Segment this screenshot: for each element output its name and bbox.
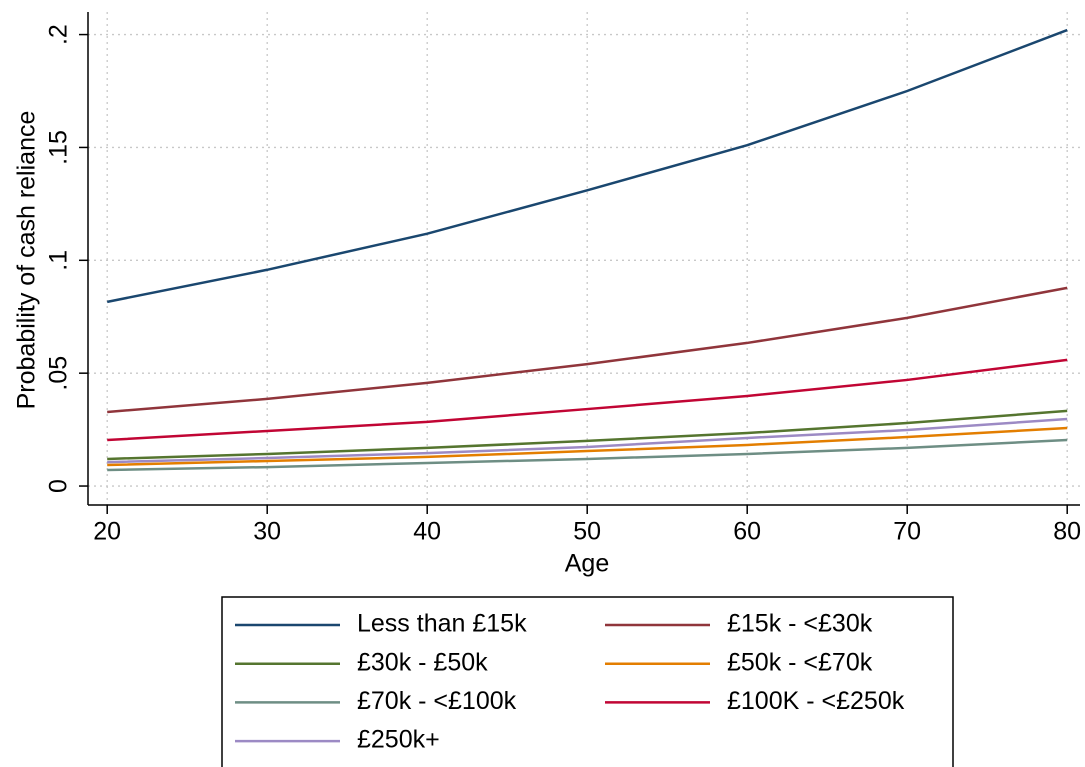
- x-tick-label: 50: [573, 518, 601, 546]
- y-tick-label: .1: [45, 250, 73, 271]
- x-tick-label: 70: [893, 518, 921, 546]
- series-line: [107, 358, 1068, 442]
- legend-box: [221, 596, 954, 767]
- series-line: [107, 409, 1068, 461]
- series-line: [107, 438, 1068, 472]
- legend-label: £15k - <£30k: [727, 610, 873, 638]
- series-line: [106, 28, 1068, 304]
- series-line: [107, 417, 1068, 464]
- legend-label: £70k - <£100k: [357, 687, 517, 715]
- y-tick-label: 0: [45, 479, 73, 493]
- x-tick-label: 40: [413, 518, 441, 546]
- series-line: [107, 426, 1068, 467]
- y-tick-label: .15: [45, 130, 73, 165]
- x-tick-label: 30: [253, 518, 281, 546]
- legend-label: Less than £15k: [357, 610, 527, 638]
- legend-label: £50k - <£70k: [727, 648, 873, 676]
- legend-label: £250k+: [357, 726, 440, 754]
- y-tick-label: .05: [45, 356, 73, 391]
- series-line: [107, 286, 1068, 414]
- legend-label: £30k - £50k: [357, 648, 488, 676]
- x-axis-label: Age: [565, 550, 609, 578]
- y-tick-label: .2: [45, 24, 73, 45]
- x-tick-label: 60: [733, 518, 761, 546]
- x-tick-label: 80: [1053, 518, 1081, 546]
- x-tick-label: 20: [93, 518, 121, 546]
- legend-label: £100K - <£250k: [727, 687, 905, 715]
- y-axis-label: Probability of cash reliance: [13, 111, 41, 410]
